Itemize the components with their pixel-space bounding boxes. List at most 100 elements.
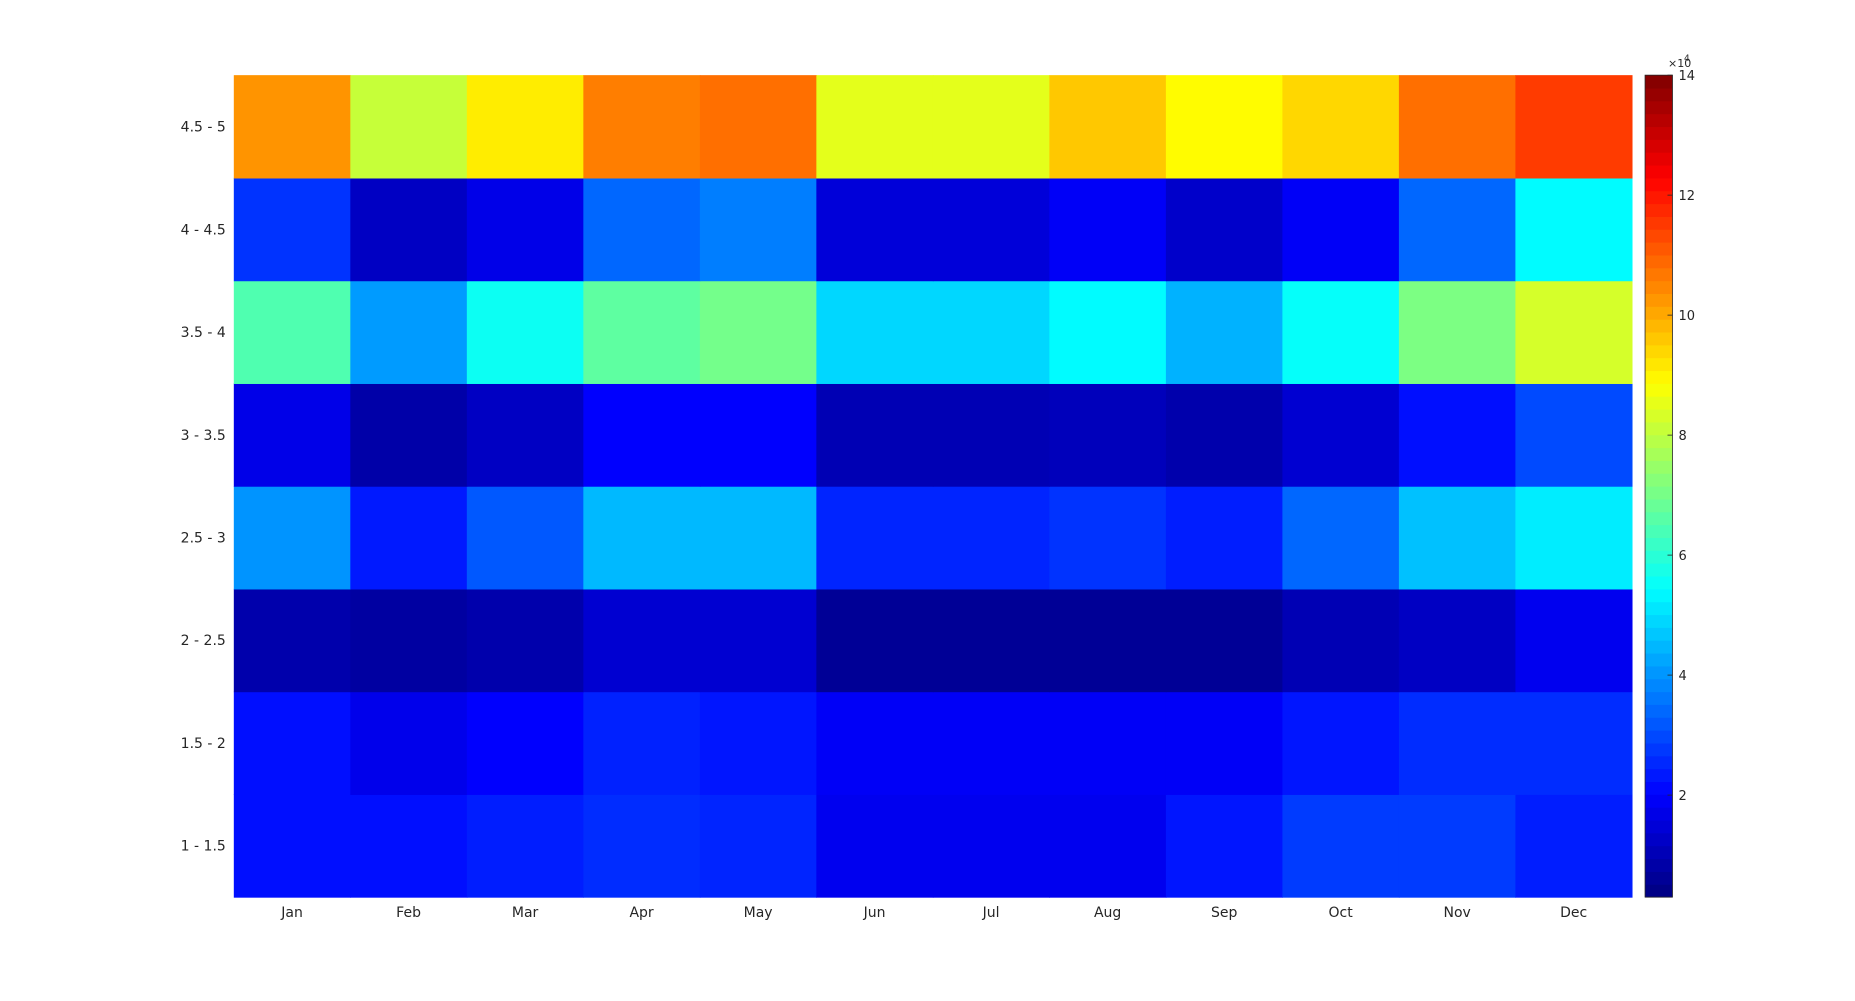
heatmap-cell — [1282, 794, 1400, 898]
heatmap-cell — [1282, 75, 1400, 179]
colorbar-band — [1645, 832, 1673, 847]
heatmap-cell — [350, 794, 468, 898]
colorbar-band — [1645, 344, 1673, 359]
heatmap-cell — [816, 486, 934, 590]
colorbar-band — [1645, 794, 1673, 808]
heatmap-cell — [233, 177, 351, 282]
heatmap-cell — [583, 177, 701, 282]
heatmap-cell — [1165, 75, 1283, 179]
x-tick-label: May — [744, 905, 773, 921]
colorbar-band — [1645, 871, 1673, 885]
y-tick-label: 3 - 3.5 — [181, 428, 226, 444]
heatmap-cell — [233, 486, 351, 590]
colorbar-band — [1645, 704, 1673, 718]
colorbar-band — [1645, 460, 1673, 474]
colorbar-band — [1645, 88, 1673, 102]
colorbar-band — [1645, 473, 1673, 487]
heatmap-cell — [816, 588, 934, 693]
heatmap-cell — [466, 486, 584, 590]
heatmap-cell — [816, 691, 934, 795]
colorbar-band — [1645, 730, 1673, 744]
colorbar-band — [1645, 486, 1673, 500]
colorbar-band — [1645, 113, 1673, 128]
heatmap-cell — [699, 75, 817, 179]
colorbar-band — [1645, 576, 1673, 590]
heatmap-cell — [583, 588, 701, 693]
colorbar-band — [1645, 691, 1673, 705]
heatmap-cell — [699, 486, 817, 590]
colorbar-band — [1645, 357, 1673, 372]
heatmap-cell — [699, 588, 817, 693]
heatmap-cell — [1049, 383, 1167, 487]
heatmap-cell — [350, 75, 468, 179]
colorbar-band — [1645, 845, 1673, 860]
heatmap-cell — [1165, 177, 1283, 282]
heatmap-cell — [1165, 794, 1283, 898]
heatmap-cell — [932, 794, 1050, 898]
colorbar-band — [1645, 563, 1673, 577]
heatmap-cell — [233, 383, 351, 487]
y-tick-label: 2.5 - 3 — [181, 530, 226, 546]
x-tick-label: Dec — [1560, 905, 1587, 921]
heatmap-cell — [1398, 280, 1517, 384]
y-tick-label: 3.5 - 4 — [181, 325, 226, 341]
colorbar-band — [1645, 280, 1673, 294]
colorbar-border — [1644, 74, 1673, 898]
colorbar-band — [1645, 332, 1673, 346]
heatmap-cell — [350, 383, 468, 487]
colorbar-exponent: 4 — [1684, 54, 1690, 64]
heatmap-cell — [1049, 177, 1167, 282]
colorbar-band — [1645, 409, 1673, 423]
x-tick-label: Mar — [512, 905, 539, 921]
heatmap-cell — [1165, 588, 1283, 693]
x-tick-label: Nov — [1443, 905, 1470, 921]
colorbar-band — [1645, 653, 1673, 667]
colorbar-band — [1645, 742, 1673, 757]
heatmap-cell — [1398, 794, 1517, 898]
heatmap-cell — [1165, 691, 1283, 795]
heatmap-cell — [932, 486, 1050, 590]
heatmap-cell — [1049, 794, 1167, 898]
x-tick-label: Oct — [1329, 905, 1354, 921]
x-tick-label: Sep — [1211, 905, 1238, 921]
colorbar-band — [1645, 781, 1673, 795]
colorbar-tick-label: 4 — [1678, 669, 1686, 684]
heatmap-cell — [583, 75, 701, 179]
colorbar-band — [1645, 152, 1673, 166]
colorbar-band — [1645, 627, 1673, 641]
colorbar-band — [1645, 190, 1673, 205]
heatmap-cell — [1398, 486, 1517, 590]
heatmap-cell — [583, 383, 701, 487]
y-tick-label: 4 - 4.5 — [181, 222, 226, 238]
heatmap-cell — [466, 383, 584, 487]
heatmap-cell — [1515, 691, 1633, 795]
colorbar-band — [1645, 242, 1673, 256]
colorbar-band — [1645, 293, 1673, 307]
heatmap-cell — [350, 177, 468, 282]
heatmap-cell — [816, 280, 934, 384]
colorbar-band — [1645, 614, 1673, 628]
colorbar-band — [1645, 524, 1673, 538]
heatmap-cell — [1515, 588, 1633, 693]
colorbar-band — [1645, 678, 1673, 693]
heatmap-cell — [1398, 588, 1517, 693]
heatmap-cell — [932, 588, 1050, 693]
heatmap-cell — [699, 280, 817, 384]
heatmap-cell — [583, 691, 701, 795]
heatmap-cell — [1515, 75, 1633, 179]
heatmap-cell — [1282, 177, 1400, 282]
colorbar-multiplier: ×10 — [1668, 57, 1691, 70]
colorbar-band — [1645, 267, 1673, 282]
heatmap-cell — [350, 588, 468, 693]
x-tick-label: Aug — [1094, 905, 1121, 921]
heatmap-cells — [233, 75, 1633, 898]
colorbar-band — [1645, 640, 1673, 654]
colorbar-band — [1645, 165, 1673, 179]
colorbar-band — [1645, 588, 1673, 603]
colorbar-band — [1645, 306, 1673, 320]
colorbar-band — [1645, 75, 1673, 89]
x-tick-label: Feb — [396, 905, 421, 921]
heatmap-cell — [583, 280, 701, 384]
colorbar — [1644, 74, 1673, 898]
heatmap-cell — [816, 383, 934, 487]
